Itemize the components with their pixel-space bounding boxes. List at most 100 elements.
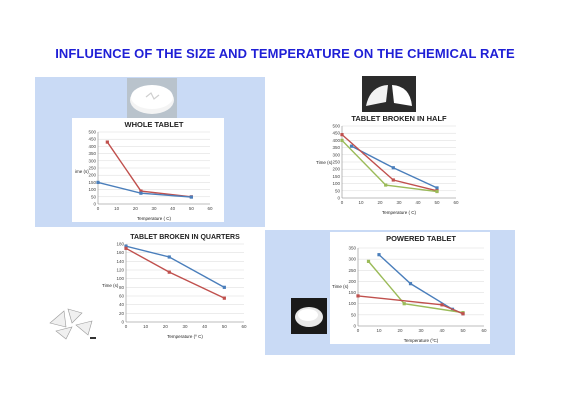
y-tick-label: 100 <box>332 181 340 186</box>
x-axis-label: Temperature (º C) <box>167 334 203 339</box>
page-title: INFLUENCE OF THE SIZE AND TEMPERATURE ON… <box>55 46 515 61</box>
y-tick-label: 100 <box>88 187 96 192</box>
y-tick-label: 150 <box>348 290 356 295</box>
x-tick-label: 30 <box>182 324 188 329</box>
y-axis-label: ime (s) <box>75 169 89 174</box>
y-tick-label: 350 <box>88 151 96 156</box>
data-point <box>222 285 226 289</box>
data-point <box>124 246 128 250</box>
x-tick-label: 50 <box>434 200 440 205</box>
y-tick-label: 120 <box>116 268 124 273</box>
chart-background <box>72 118 224 222</box>
y-tick-label: 150 <box>88 180 96 185</box>
whole-tablet-photo <box>127 78 177 118</box>
chart-whole-tablet: WHOLE TABLET0501001502002503003504004505… <box>72 118 224 222</box>
data-point <box>105 140 109 144</box>
data-point <box>124 244 128 248</box>
y-tick-label: 80 <box>119 285 125 290</box>
data-point <box>402 302 406 306</box>
data-point <box>349 144 354 148</box>
y-tick-label: 450 <box>88 137 96 142</box>
x-tick-label: 50 <box>460 328 466 333</box>
y-tick-label: 250 <box>88 166 96 171</box>
y-tick-label: 500 <box>332 124 340 129</box>
x-tick-label: 30 <box>418 328 424 333</box>
data-point <box>408 282 413 286</box>
data-point <box>356 294 360 298</box>
y-tick-label: 50 <box>335 188 341 193</box>
x-tick-label: 20 <box>397 328 403 333</box>
y-tick-label: 160 <box>116 250 124 255</box>
data-point <box>366 259 371 263</box>
x-tick-label: 10 <box>143 324 149 329</box>
y-axis-label: Time (s) <box>316 160 333 165</box>
y-tick-label: 300 <box>348 257 356 262</box>
data-point <box>167 255 171 259</box>
chart-background <box>314 112 464 216</box>
data-point <box>340 138 344 142</box>
y-tick-label: 200 <box>348 279 356 284</box>
y-tick-label: 350 <box>348 246 356 251</box>
y-tick-label: 0 <box>353 324 356 329</box>
y-tick-label: 350 <box>332 145 340 150</box>
data-point <box>440 303 444 307</box>
y-tick-label: 50 <box>351 312 357 317</box>
chart-powdered-tablet: POWERED TABLET 0 50 100 150 200 250 300 350 0 10 20… <box>330 232 490 344</box>
x-tick-label: 20 <box>377 200 383 205</box>
y-tick-label: 250 <box>332 160 340 165</box>
x-axis-label: Temperature ( C) <box>382 210 417 215</box>
x-tick-label: 20 <box>133 206 139 211</box>
data-point <box>461 312 465 316</box>
x-tick-label: 0 <box>97 206 100 211</box>
y-tick-label: 50 <box>91 194 97 199</box>
x-tick-label: 50 <box>189 206 195 211</box>
data-point <box>435 189 439 194</box>
x-tick-label: 60 <box>207 206 213 211</box>
data-point <box>139 191 143 195</box>
data-point <box>377 253 381 257</box>
y-tick-label: 20 <box>119 311 125 316</box>
data-point <box>189 195 193 199</box>
data-point <box>384 183 388 187</box>
y-axis-label: Time (s) <box>102 283 119 288</box>
chart-half-tablet: TABLET BROKEN IN HALF0501001502002503003… <box>314 112 464 216</box>
y-tick-label: 0 <box>93 202 96 207</box>
half-tablet-photo <box>362 76 416 114</box>
data-point <box>391 166 395 170</box>
x-tick-label: 50 <box>222 324 228 329</box>
data-point <box>391 178 395 182</box>
y-tick-label: 300 <box>88 158 96 163</box>
x-axis-label: Temperature (ºC) <box>404 338 439 343</box>
y-axis-label: Time (s) <box>332 284 349 289</box>
y-tick-label: 250 <box>348 268 356 273</box>
x-tick-label: 30 <box>151 206 157 211</box>
x-tick-label: 60 <box>453 200 459 205</box>
y-tick-label: 40 <box>119 302 125 307</box>
y-tick-label: 180 <box>116 242 124 247</box>
data-point <box>96 180 100 184</box>
x-tick-label: 10 <box>114 206 120 211</box>
x-tick-label: 0 <box>125 324 128 329</box>
x-tick-label: 40 <box>439 328 445 333</box>
y-tick-label: 400 <box>88 144 96 149</box>
y-tick-label: 500 <box>88 130 96 135</box>
x-tick-label: 0 <box>341 200 344 205</box>
y-tick-label: 0 <box>337 196 340 201</box>
x-tick-label: 10 <box>358 200 364 205</box>
data-point <box>167 270 171 274</box>
x-tick-label: 60 <box>481 328 487 333</box>
data-point <box>139 189 143 193</box>
chart-title: TABLET BROKEN IN QUARTERS <box>130 234 240 241</box>
x-tick-label: 30 <box>396 200 402 205</box>
chart-title: TABLET BROKEN IN HALF <box>351 114 447 123</box>
x-axis-label: Temperature ( C) <box>137 216 172 221</box>
y-tick-label: 450 <box>332 131 340 136</box>
x-tick-label: 40 <box>170 206 176 211</box>
y-tick-label: 300 <box>332 152 340 157</box>
y-tick-label: 200 <box>332 167 340 172</box>
y-tick-label: 200 <box>88 173 96 178</box>
chart-quarter-tablet: TABLET BROKEN IN QUARTERS020406080100120… <box>100 230 252 340</box>
y-tick-label: 100 <box>116 276 124 281</box>
x-tick-label: 40 <box>415 200 421 205</box>
data-point <box>435 186 439 190</box>
